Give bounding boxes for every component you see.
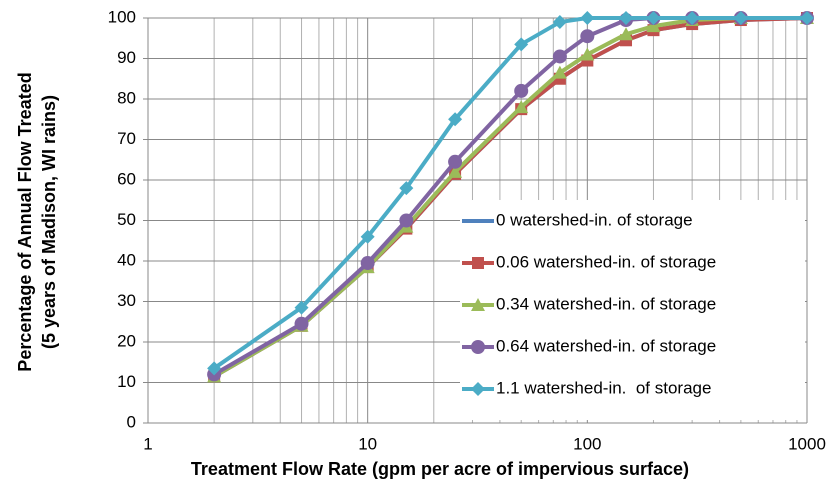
legend-label: 1.1 watershed-in. of storage [496,378,711,397]
legend-label: 0.34 watershed-in. of storage [496,294,716,313]
y-tick-label: 100 [108,7,136,26]
marker [646,19,661,33]
y-tick-label: 90 [117,48,136,67]
x-tick-label: 100 [573,434,601,453]
marker [685,11,700,25]
marker [514,83,529,98]
y-axis-label: (5 years of Madison, WI rains) [39,95,59,349]
y-axis-label: Percentage of Annual Flow Treated [15,72,35,371]
marker [552,49,567,64]
y-tick-label: 70 [117,129,136,148]
marker [733,11,748,25]
y-tick-label: 0 [127,412,136,431]
marker [580,11,595,25]
legend-label: 0.06 watershed-in. of storage [496,252,716,271]
marker [552,15,567,30]
marker [800,11,814,25]
x-axis-label: Treatment Flow Rate (gpm per acre of imp… [191,459,689,479]
y-tick-label: 20 [117,331,136,350]
marker [472,257,484,269]
marker [448,112,463,127]
x-tick-label: 10 [358,434,377,453]
marker [448,164,463,178]
x-tick-label: 1 [143,434,152,453]
marker [619,27,634,41]
marker [552,65,567,79]
marker [294,300,309,315]
legend-label: 0 watershed-in. of storage [496,210,693,229]
marker [360,256,375,271]
y-tick-label: 30 [117,291,136,310]
y-tick-label: 40 [117,250,136,269]
marker [471,340,485,354]
y-tick-label: 10 [117,372,136,391]
y-tick-label: 50 [117,210,136,229]
marker [207,361,222,376]
y-tick-label: 60 [117,169,136,188]
marker [580,47,595,61]
marker [471,298,485,311]
legend-box [460,200,805,420]
legend-label: 0.64 watershed-in. of storage [496,336,716,355]
marker [471,382,485,396]
marker [514,37,529,52]
marker [399,213,414,228]
marker [360,229,375,244]
x-tick-label: 1000 [788,434,826,453]
marker [580,29,595,44]
marker [294,316,309,331]
marker [399,181,414,196]
marker [646,11,661,25]
marker [514,100,529,114]
marker [619,11,634,25]
y-tick-label: 80 [117,88,136,107]
marker [448,154,463,169]
